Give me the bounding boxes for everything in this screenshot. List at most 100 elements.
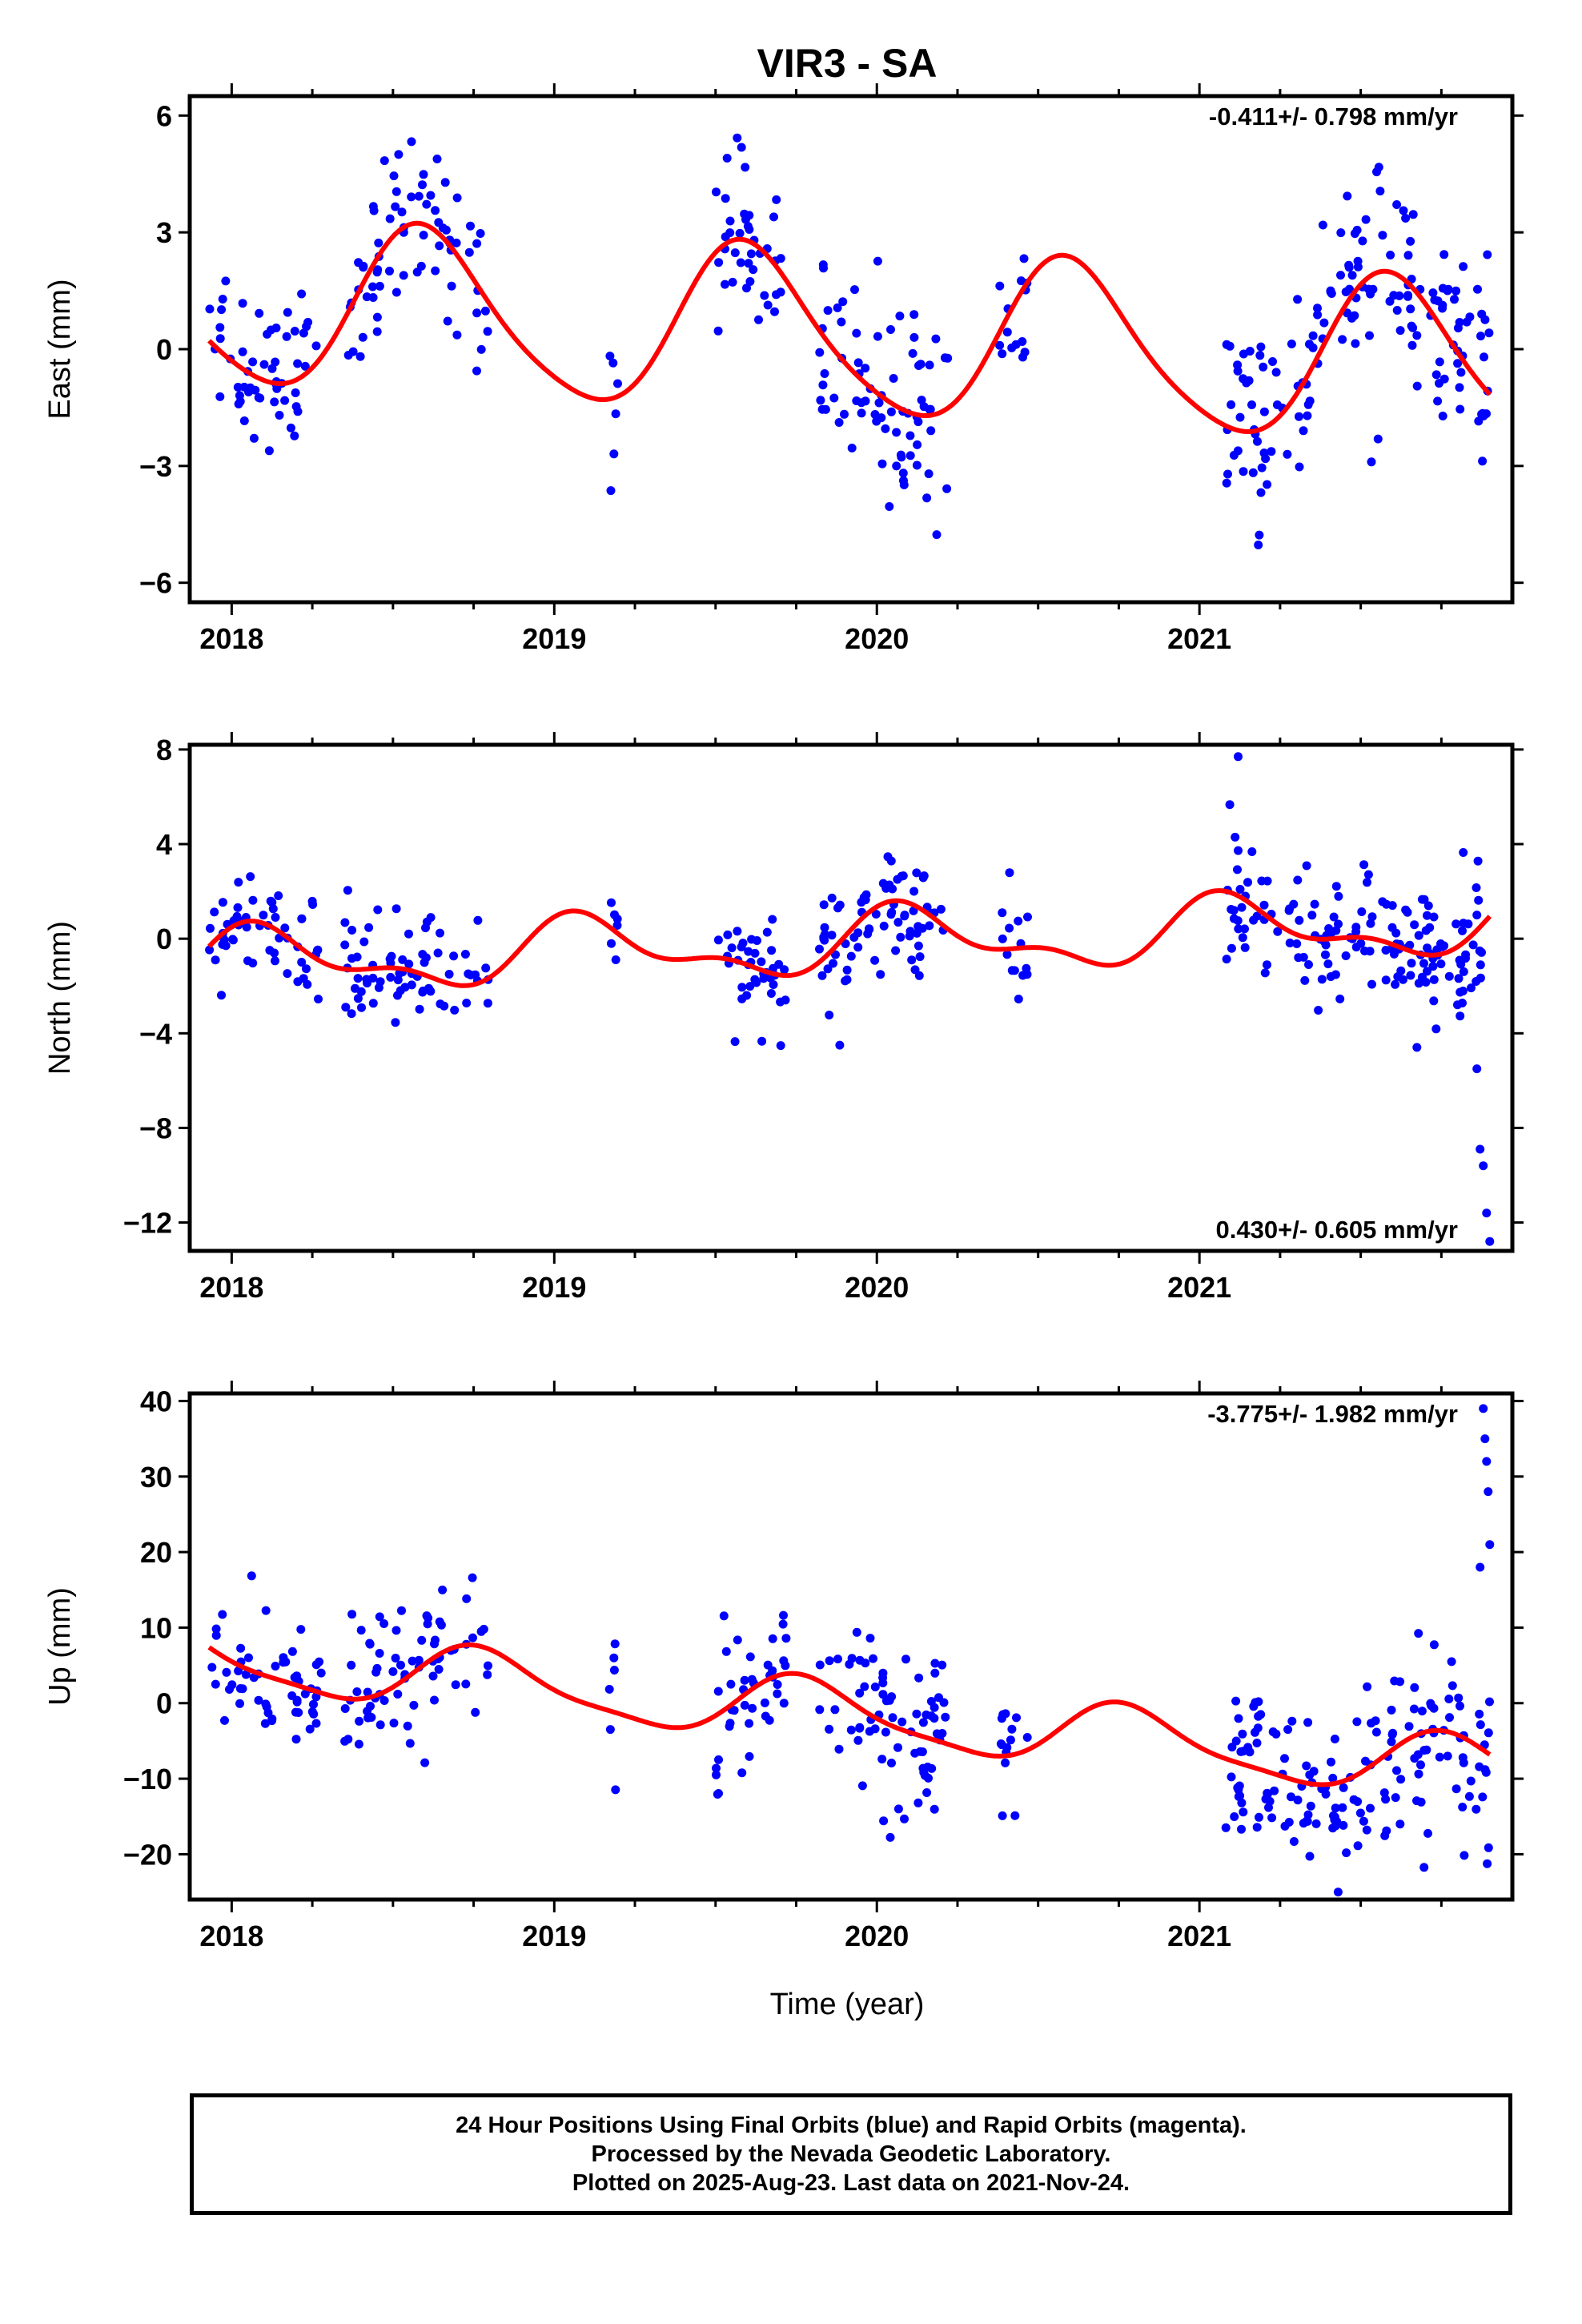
data-point: [821, 404, 830, 414]
data-point: [271, 324, 281, 332]
data-point: [1002, 328, 1012, 337]
data-point: [841, 976, 850, 986]
data-point: [441, 225, 451, 235]
data-point: [221, 276, 231, 286]
data-point: [913, 1798, 923, 1807]
y-tick-label: −10: [123, 1763, 172, 1795]
data-point: [1222, 955, 1231, 964]
data-point: [434, 1665, 444, 1674]
data-point: [852, 396, 861, 405]
data-point: [833, 1655, 842, 1664]
data-point: [347, 926, 357, 935]
data-point: [1227, 400, 1236, 409]
data-point: [922, 493, 932, 503]
data-point: [737, 1768, 747, 1778]
data-point: [1230, 1812, 1239, 1821]
data-point: [726, 1679, 736, 1689]
data-point: [1345, 284, 1354, 294]
data-point: [1280, 1754, 1289, 1763]
data-point: [837, 317, 846, 327]
data-point: [1477, 309, 1487, 319]
data-point: [1287, 1792, 1295, 1802]
data-point: [340, 940, 350, 950]
panel-east: East (mm) −6 −3 0 3 6 2018 2019 2020 2021 -0.411+/…: [43, 83, 1524, 655]
data-point: [1455, 318, 1464, 327]
data-point: [451, 1680, 460, 1690]
data-point: [1443, 1751, 1452, 1761]
data-point: [1413, 1750, 1423, 1759]
data-point: [391, 904, 401, 914]
data-point: [1338, 1803, 1347, 1812]
data-point: [355, 352, 365, 361]
data-point: [746, 249, 756, 259]
data-point: [447, 281, 456, 291]
data-point: [1302, 1816, 1311, 1826]
data-point: [1234, 752, 1243, 762]
data-point: [1476, 960, 1485, 970]
data-point: [1019, 254, 1029, 263]
data-point: [1391, 928, 1401, 938]
data-point: [1331, 882, 1341, 891]
data-point: [1467, 983, 1476, 993]
data-point: [936, 904, 946, 914]
data-point: [713, 326, 723, 336]
data-point: [1367, 979, 1376, 989]
data-point: [1227, 1743, 1237, 1752]
data-point: [728, 277, 737, 287]
data-point: [1456, 404, 1465, 414]
data-point: [835, 1040, 845, 1050]
data-point: [1252, 1739, 1262, 1747]
data-point: [611, 409, 620, 419]
data-point: [1259, 362, 1268, 372]
data-point: [834, 418, 844, 427]
data-point: [363, 979, 371, 988]
data-point: [362, 292, 371, 302]
data-point: [774, 959, 784, 969]
data-point: [484, 1661, 492, 1671]
data-point: [1234, 1714, 1243, 1723]
data-point: [255, 308, 264, 318]
data-point: [820, 369, 829, 378]
data-point: [450, 1005, 460, 1015]
y-tick-label: 8: [156, 734, 172, 766]
data-point: [1263, 876, 1272, 886]
data-point: [714, 1789, 723, 1798]
data-point: [1422, 1745, 1431, 1755]
data-point: [372, 267, 382, 277]
data-point: [1318, 220, 1327, 230]
data-point: [400, 983, 410, 992]
data-point: [1240, 924, 1249, 934]
data-point: [363, 1707, 372, 1716]
data-point: [472, 239, 482, 248]
data-point: [1372, 167, 1381, 177]
data-point: [426, 191, 436, 200]
data-point: [1406, 304, 1415, 314]
data-point: [857, 898, 866, 907]
data-point: [888, 1713, 897, 1723]
data-point: [1379, 1788, 1389, 1798]
data-point: [299, 328, 308, 338]
data-point: [846, 951, 856, 961]
data-point: [290, 431, 299, 440]
data-point: [372, 312, 382, 322]
data-point: [1428, 962, 1438, 971]
data-point: [995, 281, 1005, 291]
data-point: [1433, 396, 1443, 406]
data-point: [917, 396, 926, 405]
data-point: [414, 191, 424, 201]
data-point: [279, 1653, 288, 1663]
data-point: [1270, 1786, 1279, 1795]
data-point: [781, 1634, 791, 1643]
data-point: [1483, 250, 1492, 259]
data-point: [1419, 959, 1428, 968]
data-point: [757, 957, 766, 967]
data-point: [1225, 800, 1235, 810]
data-point: [750, 948, 760, 958]
data-point: [886, 325, 895, 334]
data-point: [899, 476, 908, 485]
rate-label-up: -3.775+/- 1.982 mm/yr: [1207, 1400, 1458, 1428]
data-point: [763, 1660, 773, 1670]
data-point: [1478, 1792, 1488, 1802]
data-point: [1223, 469, 1232, 479]
data-point: [1484, 1728, 1493, 1738]
